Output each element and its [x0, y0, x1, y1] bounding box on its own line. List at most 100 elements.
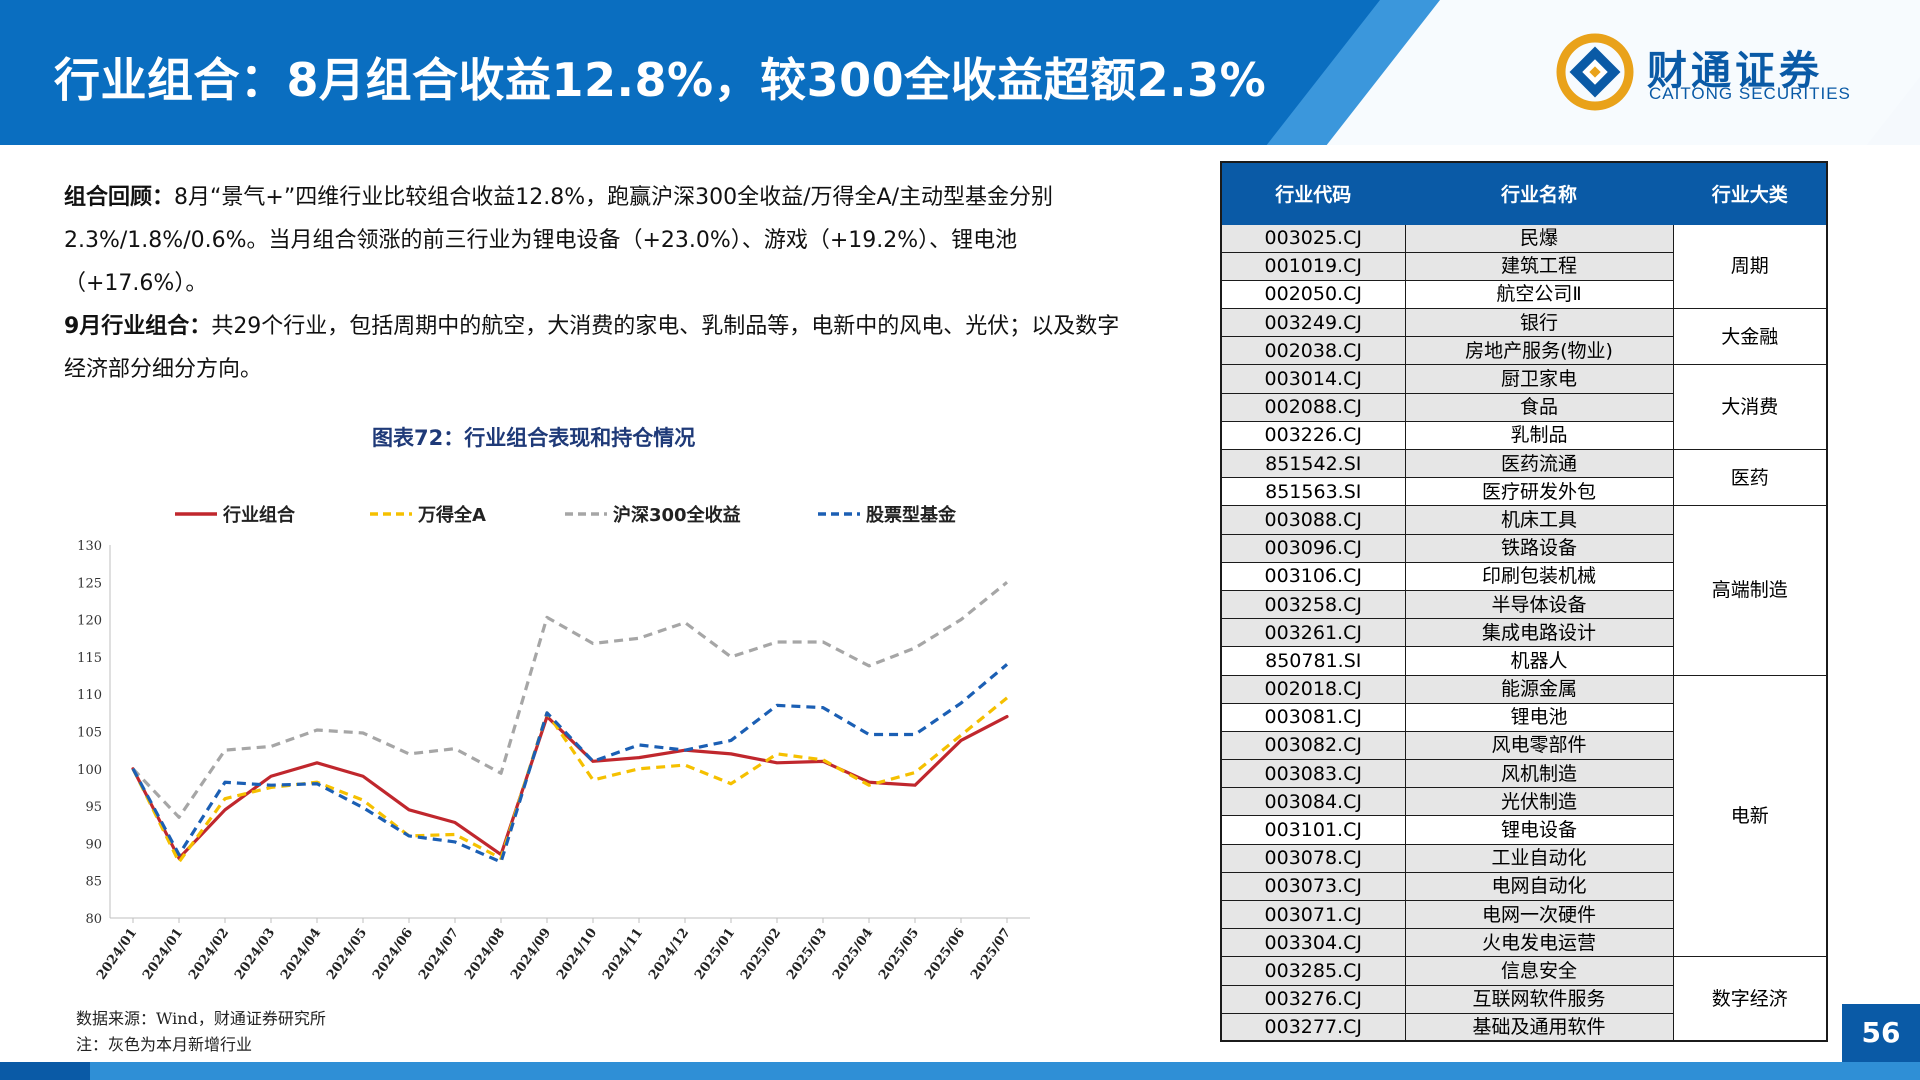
note-line: 注：灰色为本月新增行业: [76, 1035, 253, 1054]
table-row: 002050.CJ 航空公司Ⅱ: [1220, 279, 1827, 310]
legend-label: 沪深300全收益: [613, 504, 741, 526]
x-tick-label: 2024/01: [94, 926, 140, 983]
x-tick-label: 2024/08: [462, 926, 508, 983]
header-name: 行业名称: [1404, 161, 1674, 225]
sector-name-cell: 厨卫家电: [1404, 364, 1674, 394]
x-tick-label: 2024/06: [370, 926, 416, 983]
x-tick-label: 2024/12: [646, 926, 692, 983]
x-tick-label: 2024/09: [508, 926, 554, 983]
sector-name-cell: 机床工具: [1404, 505, 1674, 535]
x-tick-label: 2025/07: [968, 926, 1014, 983]
sector-name-cell: 能源金属: [1404, 674, 1674, 704]
sector-category-cell: 大金融: [1672, 308, 1828, 366]
x-tick-label: 2025/01: [692, 926, 738, 983]
x-tick-label: 2025/04: [830, 926, 876, 983]
sector-name-cell: 航空公司Ⅱ: [1404, 279, 1674, 310]
table-header-row: 行业代码 行业名称 行业大类: [1220, 161, 1828, 225]
sector-name-cell: 电网一次硬件: [1404, 899, 1674, 930]
table-row: 003088.CJ 机床工具 高端制造: [1220, 505, 1828, 676]
sector-code-cell: 003088.CJ: [1220, 505, 1406, 535]
sector-category-cell: 电新: [1672, 674, 1828, 958]
y-tick-label: 115: [77, 651, 102, 666]
sector-name-cell: 乳制品: [1404, 420, 1674, 451]
logo-name-cn: 财通证券: [1647, 48, 1823, 94]
y-tick-label: 105: [77, 726, 102, 741]
paragraph-review: 组合回顾：8月“景气+”四维行业比较组合收益12.8%，跑赢沪深300全收益/万…: [64, 176, 1124, 305]
sector-name-cell: 半导体设备: [1404, 589, 1674, 620]
summary-text: 组合回顾：8月“景气+”四维行业比较组合收益12.8%，跑赢沪深300全收益/万…: [64, 176, 1124, 391]
sector-name-cell: 机器人: [1404, 646, 1674, 676]
sector-code-cell: 003304.CJ: [1220, 928, 1406, 958]
legend-label: 股票型基金: [865, 504, 957, 526]
x-tick-label: 2024/02: [186, 926, 232, 983]
sector-name-cell: 光伏制造: [1404, 787, 1674, 817]
sector-code-cell: 003071.CJ: [1220, 899, 1406, 930]
sector-name-cell: 风电零部件: [1404, 730, 1674, 761]
sector-name-cell: 印刷包装机械: [1404, 561, 1674, 591]
chart-source-note: 数据来源：Wind，财通证券研究所 注：灰色为本月新增行业: [76, 1006, 326, 1058]
sector-name-cell: 信息安全: [1404, 956, 1674, 986]
sector-code-cell: 003014.CJ: [1220, 364, 1406, 394]
sector-name-cell: 房地产服务(物业): [1404, 336, 1674, 366]
x-tick-label: 2024/11: [600, 926, 646, 983]
logo-name-en: CAITONG SECURITIES: [1649, 84, 1851, 103]
table-row: 003106.CJ 印刷包装机械: [1220, 561, 1827, 591]
sector-code-cell: 003073.CJ: [1220, 871, 1406, 902]
sector-code-cell: 003226.CJ: [1220, 420, 1406, 451]
table-row: 002038.CJ 房地产服务(物业): [1220, 336, 1827, 366]
sector-code-cell: 003277.CJ: [1220, 1012, 1406, 1042]
sector-name-cell: 民爆: [1404, 223, 1674, 253]
sector-code-cell: 003083.CJ: [1220, 759, 1406, 789]
sector-code-cell: 003249.CJ: [1220, 308, 1406, 338]
paragraph-review-body: 8月“景气+”四维行业比较组合收益12.8%，跑赢沪深300全收益/万得全A/主…: [64, 185, 1053, 296]
table-row: 003304.CJ 火电发电运营: [1220, 928, 1827, 958]
table-row: 003084.CJ 光伏制造: [1220, 787, 1827, 817]
sector-category-cell: 高端制造: [1672, 505, 1828, 676]
y-tick-label: 85: [85, 875, 102, 890]
sector-code-cell: 003082.CJ: [1220, 730, 1406, 761]
table-row: 850781.SI 机器人: [1220, 646, 1827, 676]
paragraph-september: 9月行业组合：共29个行业，包括周期中的航空，大消费的家电、乳制品等，电新中的风…: [64, 305, 1124, 391]
table-row: 003073.CJ 电网自动化: [1220, 871, 1827, 902]
table-row: 003249.CJ 银行 大金融: [1220, 308, 1828, 366]
y-tick-label: 80: [85, 912, 102, 927]
table-body: 003025.CJ 民爆 周期 001019.CJ 建筑工程 002050.CJ 航空公司Ⅱ…: [1220, 223, 1828, 1042]
y-tick-label: 130: [77, 539, 102, 554]
sector-name-cell: 建筑工程: [1404, 251, 1674, 281]
footer-bar-accent: [90, 1062, 1920, 1080]
table-row: 003277.CJ 基础及通用软件: [1220, 1012, 1827, 1042]
sector-code-cell: 003101.CJ: [1220, 815, 1406, 845]
table-row: 003258.CJ 半导体设备: [1220, 589, 1827, 620]
sector-name-cell: 锂电池: [1404, 702, 1674, 732]
sector-code-cell: 003096.CJ: [1220, 533, 1406, 563]
sector-name-cell: 风机制造: [1404, 759, 1674, 789]
header-code: 行业代码: [1220, 161, 1406, 225]
header-category: 行业大类: [1672, 161, 1828, 225]
chart-title: 图表72：行业组合表现和持仓情况: [372, 426, 696, 450]
sector-category-cell: 周期: [1672, 223, 1828, 310]
x-tick-label: 2024/01: [140, 926, 186, 983]
sector-name-cell: 互联网软件服务: [1404, 984, 1674, 1014]
sector-code-cell: 003078.CJ: [1220, 843, 1406, 873]
sector-code-cell: 003276.CJ: [1220, 984, 1406, 1014]
paragraph-september-body: 共29个行业，包括周期中的航空，大消费的家电、乳制品等，电新中的风电、光伏；以及…: [64, 314, 1120, 382]
y-tick-label: 100: [77, 763, 102, 778]
table-row: 851542.SI 医药流通 医药: [1220, 448, 1828, 507]
logo-mark-icon: [1556, 33, 1634, 111]
table-row: 003083.CJ 风机制造: [1220, 759, 1827, 789]
sector-name-cell: 基础及通用软件: [1404, 1012, 1674, 1042]
x-tick-label: 2024/03: [232, 926, 278, 983]
series-line-2: [131, 581, 1009, 819]
sector-name-cell: 工业自动化: [1404, 843, 1674, 873]
sector-name-cell: 电网自动化: [1404, 871, 1674, 902]
paragraph-september-lead: 9月行业组合：: [64, 314, 212, 339]
sector-code-cell: 002050.CJ: [1220, 279, 1406, 310]
legend-label: 行业组合: [222, 504, 296, 526]
sector-code-cell: 003285.CJ: [1220, 956, 1406, 986]
sector-code-cell: 851563.SI: [1220, 477, 1406, 507]
sector-code-cell: 851542.SI: [1220, 448, 1406, 479]
table-row: 003014.CJ 厨卫家电 大消费: [1220, 364, 1828, 450]
sector-code-cell: 002088.CJ: [1220, 392, 1406, 422]
y-tick-label: 120: [77, 614, 102, 629]
